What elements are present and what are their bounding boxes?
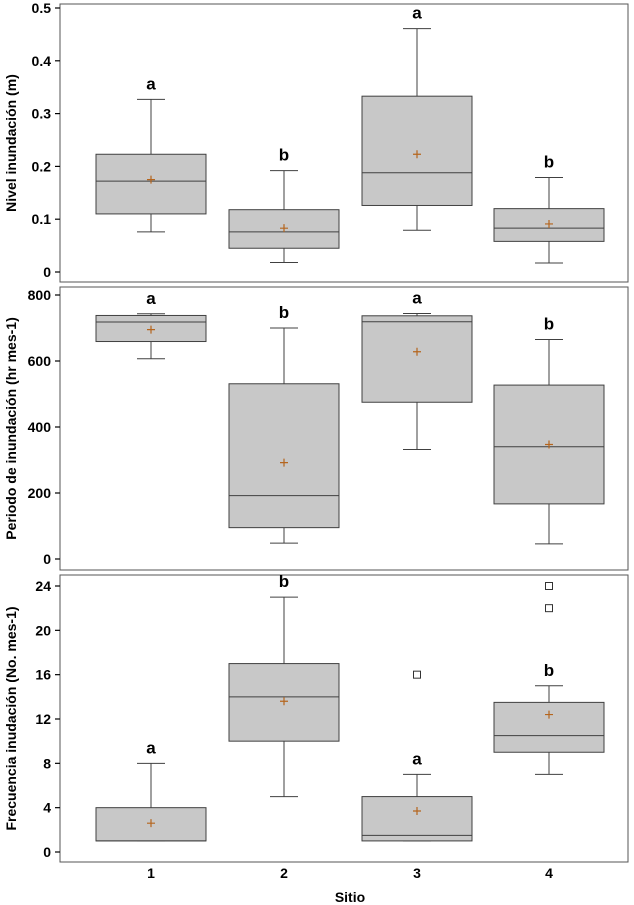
box-group-sitio-4: b: [493, 152, 605, 264]
box-group-sitio-4: b: [493, 582, 605, 775]
mean-marker: [545, 219, 553, 228]
iqr-box: [228, 383, 340, 529]
panel-frame: [59, 3, 629, 283]
mean-marker: [413, 806, 421, 815]
x-tick-label: 1: [147, 865, 155, 881]
significance-letter: a: [146, 74, 156, 93]
box-group-sitio-3: a: [361, 4, 473, 231]
y-tick-label: 600: [28, 353, 52, 369]
significance-letter: b: [544, 661, 554, 680]
box-group-sitio-3: a: [361, 670, 473, 842]
box-group-sitio-3: a: [361, 288, 473, 450]
iqr-box: [361, 796, 473, 842]
y-axis-label: Periodo de inundación (hr mes-1): [3, 317, 19, 539]
significance-letter: a: [146, 738, 156, 757]
mean-marker: [413, 150, 421, 159]
iqr-box: [95, 153, 207, 215]
y-tick-label: 0.4: [32, 53, 52, 69]
mean-marker: [280, 697, 288, 706]
box-group-sitio-1: a: [95, 74, 207, 233]
significance-letter: b: [279, 146, 289, 165]
y-tick-label: 0: [43, 551, 51, 567]
outlier-point: [545, 604, 553, 613]
significance-letter: b: [544, 315, 554, 334]
significance-letter: b: [544, 152, 554, 171]
x-axis-label: Sitio: [335, 889, 365, 905]
significance-letter: a: [412, 749, 422, 768]
y-tick-label: 4: [43, 800, 51, 816]
mean-marker: [413, 347, 421, 356]
y-tick-label: 0.2: [32, 158, 52, 174]
x-tick-label: 3: [413, 865, 421, 881]
y-axis-label: Nivel inundación (m): [3, 74, 19, 212]
significance-letter: b: [279, 303, 289, 322]
mean-marker: [147, 325, 155, 334]
mean-marker: [147, 819, 155, 828]
box-group-sitio-1: a: [95, 738, 207, 842]
iqr-box: [493, 701, 605, 753]
significance-letter: a: [412, 288, 422, 307]
y-tick-label: 0.3: [32, 106, 52, 122]
outlier-point: [413, 670, 421, 679]
mean-marker: [280, 458, 288, 467]
y-tick-label: 0: [43, 844, 51, 860]
y-tick-label: 0.5: [32, 0, 52, 16]
box-group-sitio-2: b: [228, 146, 340, 263]
significance-letter: a: [412, 4, 422, 23]
mean-marker: [545, 710, 553, 719]
box-group-sitio-4: b: [493, 315, 605, 545]
significance-letter: a: [146, 289, 156, 308]
y-tick-label: 16: [35, 667, 51, 683]
y-tick-label: 8: [43, 755, 51, 771]
outlier-point: [545, 582, 553, 590]
iqr-box: [493, 384, 605, 505]
mean-marker: [280, 224, 288, 233]
mean-marker: [545, 440, 553, 449]
significance-letter: b: [279, 572, 289, 591]
panel-frame: [59, 286, 629, 571]
x-tick-label: 4: [545, 865, 553, 881]
panel-2: 0 200 400 600 800 Periodo de inundación (hr m…: [3, 286, 629, 571]
box-group-sitio-2: b: [228, 572, 340, 798]
x-tick-label: 2: [280, 865, 288, 881]
y-tick-label: 12: [35, 711, 51, 727]
iqr-box: [493, 208, 605, 242]
panel-1: 0 0.1 0.2 0.3 0.4 0.5 Nivel inundación (m) a b a b: [3, 0, 629, 283]
y-tick-label: 200: [28, 485, 52, 501]
mean-marker: [147, 175, 155, 184]
iqr-box: [361, 315, 473, 403]
y-tick-label: 800: [28, 287, 52, 303]
y-axis-label: Frecuencia inudación (No. mes-1): [3, 606, 19, 830]
box-group-sitio-2: b: [228, 303, 340, 544]
y-tick-label: 0.1: [32, 211, 52, 227]
y-tick-label: 400: [28, 419, 52, 435]
y-tick-label: 0: [43, 264, 51, 280]
box-group-sitio-1: a: [95, 289, 207, 360]
y-tick-label: 24: [35, 578, 51, 594]
y-tick-label: 20: [35, 622, 51, 638]
